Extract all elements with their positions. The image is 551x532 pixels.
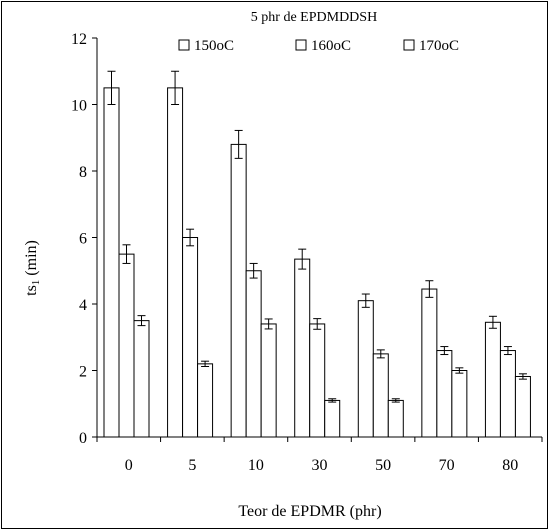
y-tick-label: 0 — [79, 430, 87, 447]
bar — [103, 87, 120, 438]
legend-label: 150oC — [194, 38, 234, 54]
bar — [294, 258, 311, 438]
bar — [451, 370, 468, 438]
bar — [484, 321, 501, 438]
y-tick-label: 8 — [79, 164, 87, 181]
x-tick-label: 10 — [248, 457, 264, 474]
legend-label: 170oC — [419, 38, 459, 54]
bar — [230, 143, 247, 438]
x-tick-label: 70 — [439, 457, 455, 474]
bar — [387, 399, 404, 438]
bar — [133, 320, 150, 438]
y-tick-label: 12 — [71, 31, 87, 48]
bar — [436, 350, 453, 438]
legend-swatch — [403, 39, 415, 51]
legend-label: 160oC — [311, 38, 351, 54]
bar — [357, 300, 374, 438]
bar — [197, 363, 214, 438]
bar — [245, 270, 262, 438]
bars — [103, 70, 531, 438]
legend-swatch — [295, 39, 307, 51]
bar — [260, 323, 277, 438]
y-axis: 0 2 4 6 8 10 12 — [71, 31, 98, 447]
bar — [118, 253, 135, 438]
x-tick-label: 5 — [188, 457, 196, 474]
y-tick-label: 10 — [71, 98, 87, 115]
bar — [514, 375, 531, 438]
x-axis: 0 5 10 30 50 70 80 — [96, 436, 543, 474]
x-tick-label: 50 — [375, 457, 391, 474]
y-tick-label: 2 — [79, 364, 87, 381]
bar — [182, 237, 199, 438]
x-tick-label: 80 — [502, 457, 518, 474]
bar — [324, 399, 341, 438]
y-axis-label: ts1 (min) — [23, 240, 42, 296]
bar — [499, 350, 516, 438]
y-tick-label: 4 — [79, 297, 87, 314]
legend-swatch — [178, 39, 190, 51]
bar — [167, 87, 184, 438]
x-tick-label: 30 — [312, 457, 328, 474]
chart-title: 5 phr de EPDMDDSH — [251, 10, 377, 25]
bar — [421, 288, 438, 438]
y-tick-label: 6 — [79, 231, 87, 248]
x-tick-label: 0 — [125, 457, 133, 474]
bar — [309, 323, 326, 438]
bar — [372, 353, 389, 438]
legend: 150oC 160oC 170oC — [178, 38, 459, 54]
x-axis-label: Teor de EPDMR (phr) — [238, 503, 381, 520]
